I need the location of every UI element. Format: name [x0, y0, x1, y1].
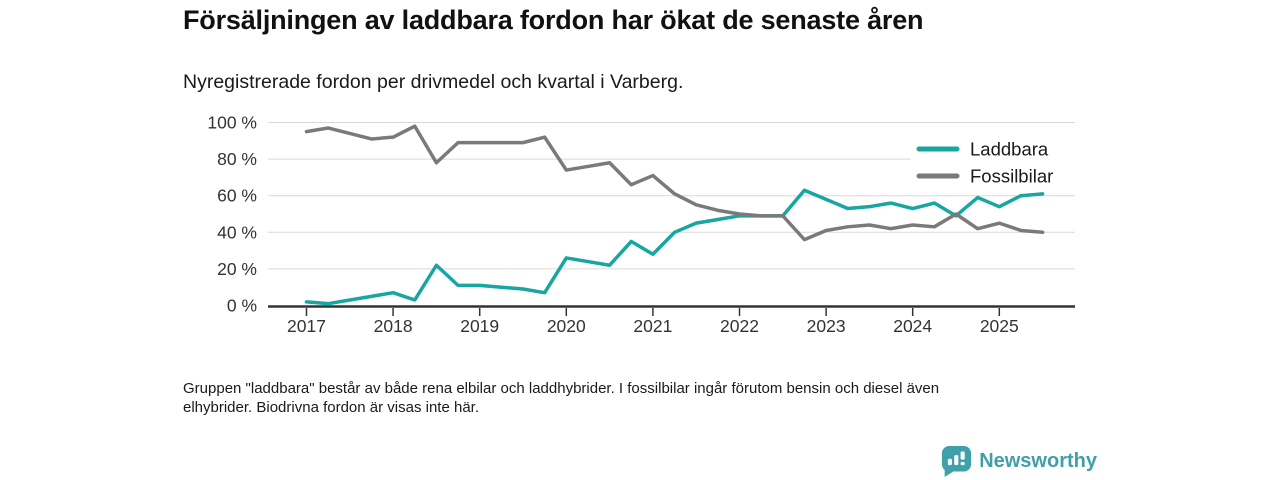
y-tick-label: 80 %	[217, 149, 257, 169]
x-tick-label: 2023	[807, 316, 846, 336]
y-tick-label: 0 %	[227, 296, 257, 316]
x-tick-label: 2024	[893, 316, 932, 336]
x-tick-label: 2022	[720, 316, 759, 336]
footnote-line-1: Gruppen "laddbara" består av både rena e…	[183, 380, 940, 397]
footnote-line-2: elhybrider. Biodrivna fordon är visas in…	[183, 399, 479, 416]
legend-label-fossilbilar: Fossilbilar	[970, 166, 1053, 187]
logo-wordmark: Newsworthy	[979, 450, 1097, 472]
x-tick-label: 2021	[633, 316, 672, 336]
newsworthy-chart-bubble-icon	[942, 446, 972, 477]
x-tick-label: 2025	[980, 316, 1019, 336]
newsworthy-logo: Newsworthy	[941, 445, 1097, 478]
y-tick-label: 60 %	[217, 186, 257, 206]
legend-label-laddbara: Laddbara	[970, 139, 1049, 160]
laddbara-line	[304, 188, 1045, 306]
fossilbilar-line	[304, 124, 1045, 242]
x-tick-label: 2017	[287, 316, 326, 336]
x-tick-label: 2018	[374, 316, 413, 336]
legend-background	[911, 135, 1076, 189]
x-tick-label: 2020	[547, 316, 586, 336]
chart-footnote: Gruppen "laddbara" består av både rena e…	[183, 379, 1083, 417]
y-tick-label: 40 %	[217, 222, 257, 242]
y-tick-label: 20 %	[217, 259, 257, 279]
page-subtitle: Nyregistrerade fordon per drivmedel och …	[183, 71, 684, 93]
y-tick-label: 100 %	[207, 113, 257, 133]
x-tick-label: 2019	[460, 316, 499, 336]
page-title: Försäljningen av laddbara fordon har öka…	[183, 5, 924, 35]
